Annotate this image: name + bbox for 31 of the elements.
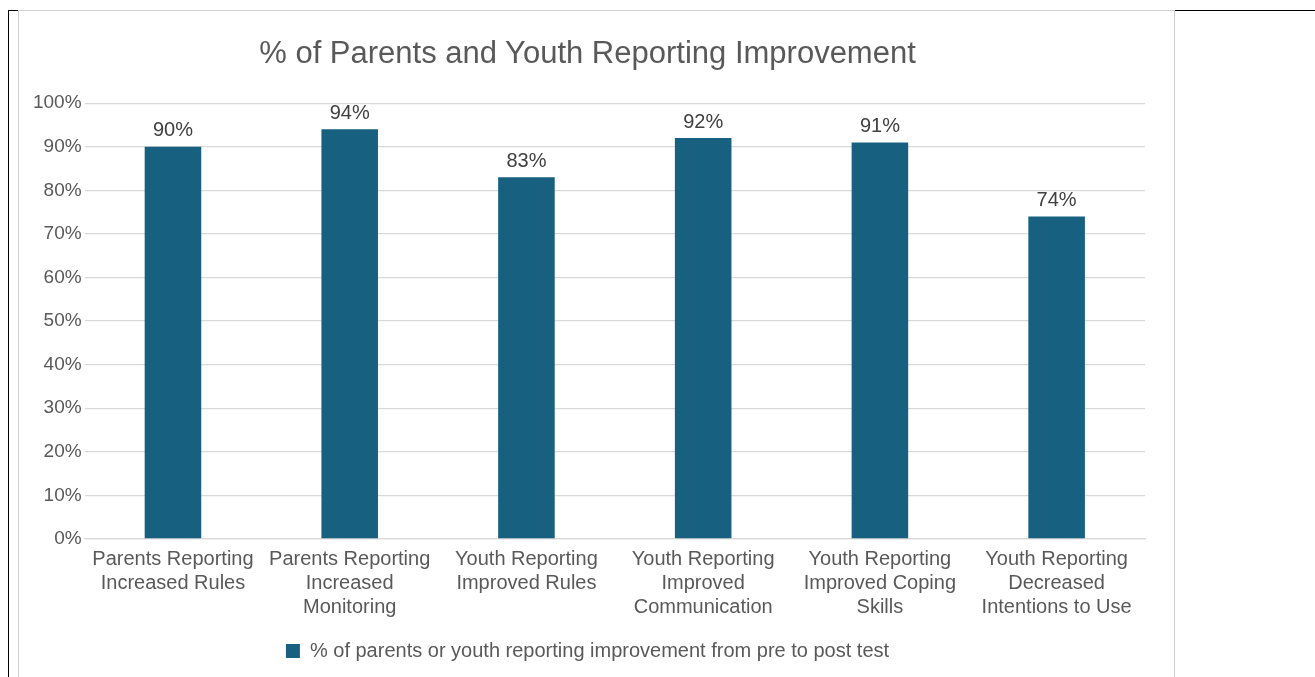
y-tick-label: 30% <box>43 396 82 418</box>
y-tick-label: 60% <box>43 265 82 287</box>
data-label: 92% <box>683 109 724 132</box>
bar <box>851 142 909 539</box>
y-tick-label: 0% <box>54 527 82 549</box>
data-label: 74% <box>1036 188 1077 211</box>
x-tick-label: Youth Reporting Improved Coping Skills <box>803 546 957 617</box>
x-tick-label: Youth Reporting Improved Communication <box>631 546 775 617</box>
y-tick-label: 40% <box>43 352 82 374</box>
y-tick-label: 80% <box>43 178 82 200</box>
data-label: 94% <box>329 100 370 123</box>
bar <box>1028 216 1085 539</box>
y-tick-label: 70% <box>43 222 82 244</box>
chart-title: % of Parents and Youth Reporting Improvement <box>259 35 917 71</box>
y-tick-label: 20% <box>43 440 82 462</box>
bar <box>144 146 202 539</box>
x-tick-label: Youth Reporting Decreased Intentions to Use <box>981 546 1132 617</box>
x-tick-label: Parents Reporting Increased Rules <box>92 546 254 593</box>
bar <box>498 177 555 539</box>
y-tick-label: 90% <box>43 135 82 157</box>
legend-label: % of parents or youth reporting improvement from pre to post test <box>309 638 890 661</box>
data-label: 83% <box>506 148 547 171</box>
y-tick-label: 50% <box>43 309 82 331</box>
bar <box>321 129 378 539</box>
x-tick-label: Parents Reporting Increased Monitoring <box>269 546 431 617</box>
y-tick-label: 100% <box>32 91 82 113</box>
y-tick-label: 10% <box>43 483 82 505</box>
data-label: 91% <box>859 113 901 136</box>
x-tick-label: Youth Reporting Improved Rules <box>455 546 598 593</box>
bar <box>674 138 732 539</box>
data-label: 90% <box>152 118 194 141</box>
